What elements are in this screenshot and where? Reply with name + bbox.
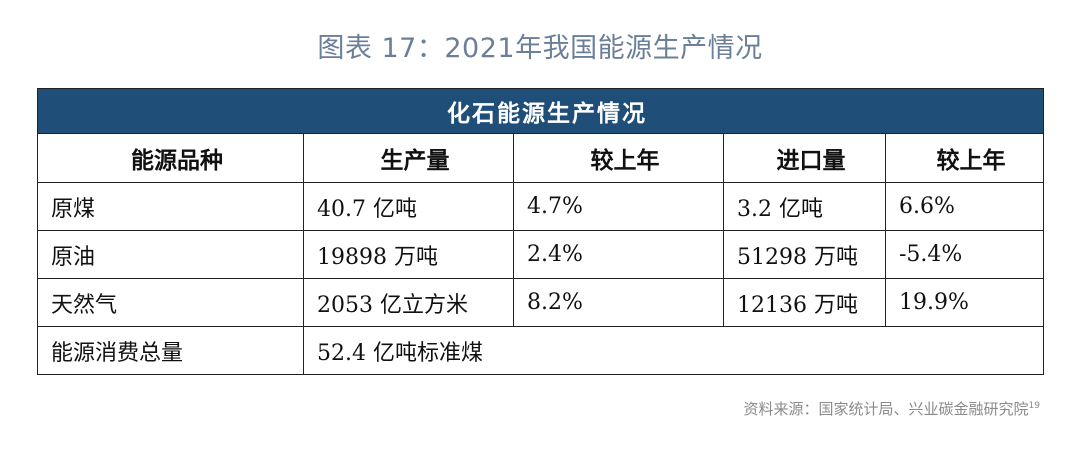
source-text: 资料来源：国家统计局、兴业碳金融研究院 (743, 400, 1029, 418)
cell-imports-yoy: 6.6% (884, 182, 1045, 231)
cell-imports: 51298 万吨 (723, 230, 886, 279)
table-banner-row: 化石能源生产情况 (36, 88, 1045, 134)
cell-production-yoy: 2.4% (513, 230, 724, 279)
cell-production: 19898 万吨 (303, 230, 514, 279)
cell-total-value: 52.4 亿吨标准煤 (302, 326, 1045, 375)
cell-total-label: 能源消费总量 (37, 326, 304, 375)
column-header-imports: 进口量 (723, 133, 886, 183)
cell-imports: 3.2 亿吨 (723, 182, 886, 231)
cell-production: 2053 亿立方米 (303, 278, 514, 327)
column-header-imports-yoy: 较上年 (884, 133, 1045, 183)
cell-production-yoy: 8.2% (513, 278, 724, 327)
column-header-production: 生产量 (303, 133, 514, 183)
source-note: 资料来源：国家统计局、兴业碳金融研究院19 (744, 398, 1040, 419)
figure-caption: 图表 17：2021年我国能源生产情况 (317, 33, 763, 64)
cell-imports-yoy: -5.4% (884, 230, 1045, 279)
cell-energy-type: 天然气 (37, 278, 304, 327)
cell-energy-type: 原煤 (37, 182, 304, 231)
column-header-energy-type: 能源品种 (37, 133, 304, 183)
footnote-marker: 19 (1028, 401, 1040, 411)
table-row-natural-gas: 天然气 2053 亿立方米 8.2% 12136 万吨 19.9% (37, 278, 1045, 327)
table-banner-title: 化石能源生产情况 (36, 88, 1045, 134)
table-header-row: 能源品种 生产量 较上年 进口量 较上年 (37, 133, 1045, 183)
cell-production-yoy: 4.7% (513, 182, 724, 231)
table-row-total-consumption: 能源消费总量 52.4 亿吨标准煤 (37, 326, 1045, 375)
cell-imports-yoy: 19.9% (884, 278, 1045, 327)
cell-imports: 12136 万吨 (723, 278, 886, 327)
cell-production: 40.7 亿吨 (303, 182, 514, 231)
table-row-coal: 原煤 40.7 亿吨 4.7% 3.2 亿吨 6.6% (37, 182, 1045, 231)
table-row-crude-oil: 原油 19898 万吨 2.4% 51298 万吨 -5.4% (37, 230, 1045, 279)
column-header-production-yoy: 较上年 (513, 133, 724, 183)
cell-energy-type: 原油 (37, 230, 304, 279)
energy-production-table: 化石能源生产情况 能源品种 生产量 较上年 进口量 较上年 原煤 40.7 亿吨… (36, 88, 1045, 375)
